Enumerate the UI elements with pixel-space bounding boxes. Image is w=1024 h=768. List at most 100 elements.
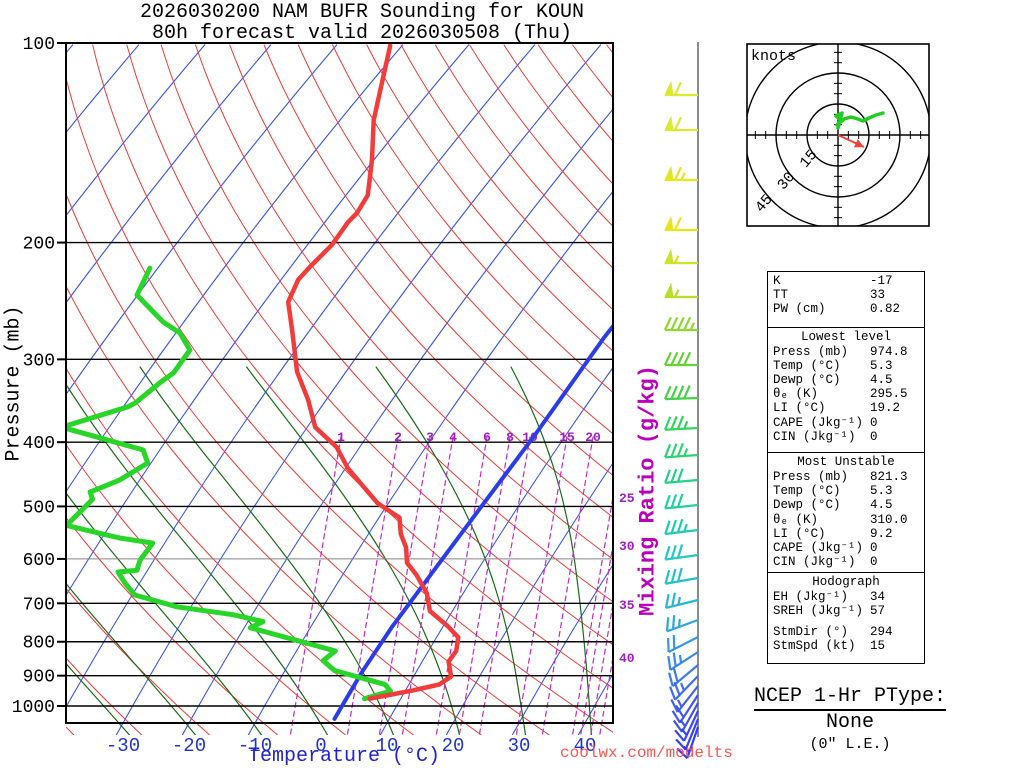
temperature-tick-label: -30 bbox=[106, 735, 140, 757]
mixing-ratio-label: 1 bbox=[337, 430, 345, 445]
wind-barb bbox=[664, 115, 698, 132]
stat-value: 821.3 bbox=[870, 470, 908, 484]
stat-value: 0 bbox=[870, 429, 878, 444]
stat-row: StmDir (°) 294 bbox=[768, 625, 924, 639]
stat-value: 0.82 bbox=[870, 302, 901, 317]
pressure-tick-label: 800 bbox=[23, 634, 55, 654]
stat-row: CIN (Jkg⁻¹) 0 bbox=[768, 555, 924, 569]
stat-value: 295.5 bbox=[870, 387, 908, 402]
wind-barb bbox=[670, 685, 699, 713]
wind-barb bbox=[664, 165, 698, 182]
stats-box-header: Most Unstable bbox=[797, 455, 895, 469]
temperature-tick-label: 0 bbox=[315, 735, 326, 757]
stat-row: Press (mb) 821.3 bbox=[768, 470, 924, 484]
stat-label: Dewp (°C) bbox=[773, 498, 841, 513]
plot-border bbox=[65, 42, 614, 724]
stat-row: CAPE (Jkg⁻¹) 0 bbox=[768, 541, 924, 555]
stat-label: Temp (°C) bbox=[773, 484, 841, 499]
wind-barb bbox=[664, 592, 699, 610]
stat-label: θₑ (K) bbox=[773, 387, 819, 402]
temperature-tick-label: 10 bbox=[376, 735, 399, 757]
stat-label: LI (°C) bbox=[773, 401, 826, 416]
stat-label: CAPE (Jkg⁻¹) bbox=[773, 541, 864, 556]
stats-box-indices: K -17 TT 33 PW (cm) 0.82 bbox=[767, 271, 925, 328]
pressure-tick-label: 300 bbox=[23, 351, 55, 371]
wind-barb bbox=[665, 615, 699, 633]
stat-value: 974.8 bbox=[870, 344, 908, 359]
stat-row: Dewp (°C) 4.5 bbox=[768, 498, 924, 512]
wind-barb bbox=[664, 316, 698, 332]
hodograph-units-label: knots bbox=[751, 48, 797, 65]
hodograph-trace bbox=[834, 111, 885, 130]
pressure-tick-label: 100 bbox=[23, 35, 55, 55]
temperature-axis-title: Temperature (°C) bbox=[248, 745, 441, 768]
wind-barb bbox=[664, 248, 698, 265]
wind-barb bbox=[664, 215, 698, 232]
stat-value: 0 bbox=[870, 541, 878, 556]
stat-row: SREH (Jkg⁻¹) 57 bbox=[768, 604, 924, 618]
stat-row: Temp (°C) 5.3 bbox=[768, 359, 924, 373]
chart-title-line2: 80h forecast valid 2026030508 (Thu) bbox=[151, 22, 573, 45]
stat-label: SREH (Jkg⁻¹) bbox=[773, 603, 864, 618]
stat-row: θₑ (K) 310.0 bbox=[768, 513, 924, 527]
stat-value: 310.0 bbox=[870, 512, 908, 527]
wind-barb bbox=[676, 726, 700, 759]
wind-barb bbox=[668, 664, 699, 688]
stat-value: 294 bbox=[870, 624, 893, 639]
wind-barb bbox=[664, 567, 699, 585]
wind-barb-column bbox=[664, 42, 700, 759]
stat-row: EH (Jkg⁻¹) 34 bbox=[768, 590, 924, 604]
wind-barb bbox=[667, 635, 699, 653]
moist-adiabat-lines bbox=[66, 366, 593, 735]
stat-label: CIN (Jkg⁻¹) bbox=[773, 429, 856, 444]
thick-blue-isotherm-curve bbox=[332, 323, 613, 721]
storm-motion-arrowhead bbox=[853, 139, 864, 148]
stat-value: 0 bbox=[870, 555, 878, 570]
pressure-tick-label: 500 bbox=[23, 498, 55, 518]
wind-barb bbox=[664, 282, 698, 299]
stat-row: Dewp (°C) 4.5 bbox=[768, 373, 924, 387]
stat-value: 9.2 bbox=[870, 526, 893, 541]
wind-barb bbox=[664, 468, 699, 484]
mixing-ratio-label: 20 bbox=[585, 430, 601, 445]
wind-barb bbox=[671, 694, 699, 724]
wind-barb bbox=[664, 415, 699, 431]
stats-box-lowest-level: Lowest level Press (mb) 974.8 Temp (°C) 5.3 D… bbox=[767, 326, 925, 454]
ptype-panel: NCEP 1-Hr PType: None (0" L.E.) bbox=[740, 686, 960, 755]
stat-label: Dewp (°C) bbox=[773, 372, 841, 387]
stat-row: StmSpd (kt) 15 bbox=[768, 639, 924, 653]
stat-row: LI (°C) 9.2 bbox=[768, 527, 924, 541]
stat-value: 33 bbox=[870, 288, 886, 303]
dewpoint-trace bbox=[66, 265, 393, 702]
stat-label: Press (mb) bbox=[773, 470, 849, 484]
stat-value: -17 bbox=[870, 274, 893, 288]
wind-barb bbox=[664, 544, 699, 561]
stat-value: 4.5 bbox=[870, 498, 893, 513]
stat-row: TT 33 bbox=[768, 288, 924, 302]
stat-row: Temp (°C) 5.3 bbox=[768, 484, 924, 498]
temperature-trace bbox=[285, 43, 461, 701]
mixing-ratio-label: 15 bbox=[559, 430, 575, 445]
stat-value: 4.5 bbox=[870, 372, 893, 387]
pressure-gridlines: 100 200 300 400 500 600 700 800 900 1000 bbox=[12, 35, 613, 718]
stat-label: LI (°C) bbox=[773, 526, 826, 541]
stats-box-hodograph: Hodograph EH (Jkg⁻¹) 34 SREH (Jkg⁻¹) 57 StmDi… bbox=[767, 571, 925, 664]
wind-barb bbox=[672, 702, 699, 733]
stat-row: PW (cm) 0.82 bbox=[768, 302, 924, 316]
pressure-tick-label: 600 bbox=[23, 551, 55, 571]
watermark-link[interactable]: coolwx.com/modelts bbox=[560, 744, 733, 762]
stat-value: 0 bbox=[870, 415, 878, 430]
pressure-tick-label: 900 bbox=[23, 668, 55, 688]
stat-label: StmSpd (kt) bbox=[773, 639, 856, 654]
mixing-ratio-edge-label: 30 bbox=[619, 539, 635, 554]
mixing-ratio-edge-label: 35 bbox=[619, 598, 635, 613]
stat-label: EH (Jkg⁻¹) bbox=[773, 589, 849, 604]
ptype-title: NCEP 1-Hr PType: bbox=[753, 686, 947, 711]
stat-label: CIN (Jkg⁻¹) bbox=[773, 555, 856, 570]
wind-barb bbox=[664, 493, 699, 510]
pressure-axis-title: Pressure (mb) bbox=[2, 305, 26, 462]
wind-barb bbox=[664, 442, 699, 459]
